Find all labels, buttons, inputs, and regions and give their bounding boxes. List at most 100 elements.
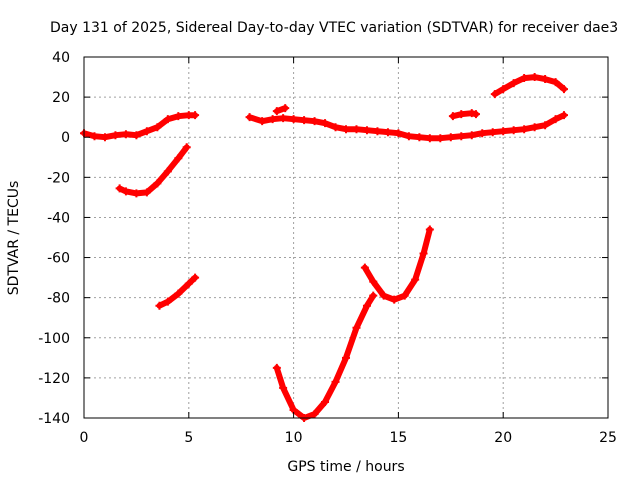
x-tick-label: 10	[285, 430, 303, 446]
data-point	[499, 127, 508, 136]
data-point	[446, 133, 455, 142]
data-point	[331, 377, 340, 386]
data-point	[541, 75, 550, 84]
y-axis-title: SDTVAR / TECUs	[6, 181, 22, 296]
data-point	[362, 301, 371, 310]
x-tick-label: 5	[184, 430, 193, 446]
axis-ticks: 0 5 10 15 20 25 -140 -120 -100 -80 -60 -40 -20 0 20 40	[38, 50, 617, 446]
data-point	[155, 301, 164, 310]
data-point	[272, 107, 281, 116]
data-point	[415, 133, 424, 142]
y-tick-label: -100	[38, 331, 70, 347]
data-point	[360, 263, 369, 272]
data-point	[530, 73, 539, 82]
series-arc-7	[361, 226, 433, 303]
data-point	[559, 111, 568, 120]
data-point	[467, 131, 476, 140]
y-tick-label: -60	[47, 251, 70, 267]
data-point	[404, 132, 413, 141]
data-point	[191, 273, 200, 282]
y-tick-label: -120	[38, 371, 70, 387]
data-point	[153, 123, 162, 132]
data-point	[100, 133, 109, 142]
data-point	[559, 85, 568, 94]
data-point	[436, 134, 445, 143]
y-tick-label: -80	[47, 291, 70, 307]
grid-lines	[84, 57, 608, 418]
data-point	[369, 291, 378, 300]
data-point	[541, 121, 550, 130]
y-tick-label: 0	[61, 130, 70, 146]
x-tick-label: 0	[80, 430, 89, 446]
data-point	[300, 116, 309, 125]
data-point	[281, 104, 290, 113]
data-point	[530, 123, 539, 132]
x-axis-title: GPS time / hours	[287, 459, 404, 475]
data-point	[153, 179, 162, 188]
data-point	[182, 143, 191, 152]
x-tick-label: 20	[494, 430, 512, 446]
data-point	[163, 115, 172, 124]
data-point	[411, 275, 420, 284]
data-point	[121, 187, 130, 196]
data-point	[352, 125, 361, 134]
data-point	[245, 113, 254, 122]
data-point	[520, 74, 529, 83]
data-point	[310, 409, 319, 418]
data-point	[419, 249, 428, 258]
y-tick-label: 40	[52, 50, 70, 66]
plot-frame	[83, 56, 609, 419]
data-point	[448, 112, 457, 121]
data-point	[362, 126, 371, 135]
data-point	[279, 383, 288, 392]
data-point	[379, 291, 388, 300]
data-series	[80, 73, 568, 422]
data-point	[509, 126, 518, 135]
x-tick-label: 25	[599, 430, 617, 446]
y-tick-label: -140	[38, 411, 70, 427]
data-point	[121, 130, 130, 139]
data-point	[352, 323, 361, 332]
data-point	[174, 154, 183, 163]
data-point	[142, 127, 151, 136]
data-point	[111, 131, 120, 140]
data-point	[471, 110, 480, 119]
data-point	[310, 117, 319, 126]
data-point	[551, 115, 560, 124]
data-point	[174, 112, 183, 121]
data-point	[425, 225, 434, 234]
data-point	[90, 132, 99, 141]
data-point	[132, 131, 141, 140]
data-point	[279, 114, 288, 123]
data-point	[163, 297, 172, 306]
data-point	[478, 129, 487, 138]
data-point	[520, 125, 529, 134]
data-point	[342, 353, 350, 362]
data-point	[490, 90, 499, 99]
data-point	[142, 188, 151, 197]
data-point	[369, 277, 378, 286]
data-point	[184, 279, 193, 288]
data-point	[289, 115, 298, 124]
data-point	[174, 289, 183, 298]
x-tick-label: 15	[389, 430, 407, 446]
data-point	[272, 363, 281, 372]
data-point	[268, 115, 277, 124]
data-point	[321, 119, 330, 128]
data-point	[258, 117, 267, 126]
data-point	[467, 109, 476, 118]
data-point	[390, 295, 399, 304]
y-tick-label: -20	[47, 170, 70, 186]
data-point	[509, 79, 518, 88]
data-point	[394, 129, 403, 138]
data-point	[457, 110, 466, 119]
data-point	[425, 134, 434, 143]
data-point	[383, 128, 392, 137]
data-point	[400, 291, 409, 300]
data-point	[115, 184, 124, 193]
series-arc-9	[491, 74, 567, 98]
data-point	[342, 125, 350, 134]
series-arc-2	[116, 144, 190, 197]
data-point	[132, 189, 141, 198]
